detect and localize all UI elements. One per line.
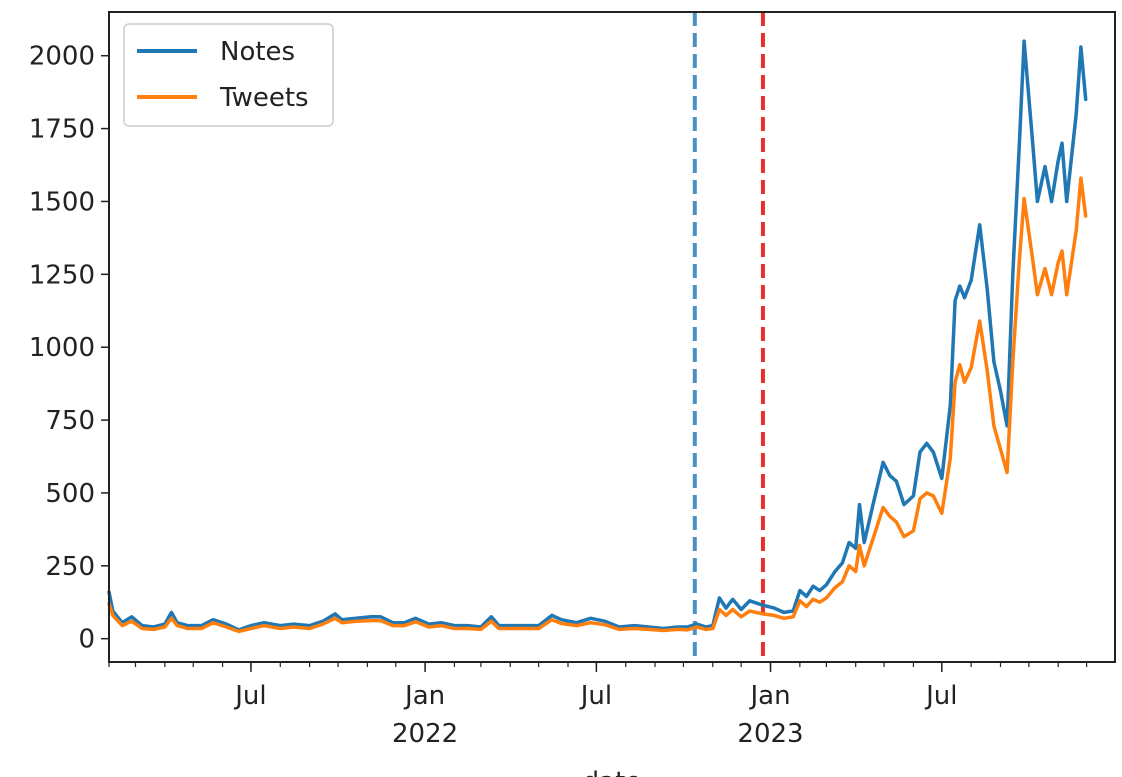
x-tick-label: Jan	[748, 681, 790, 711]
x-tick-label: Jul	[579, 681, 612, 711]
y-tick-label: 250	[45, 552, 95, 582]
y-tick-label: 1750	[29, 115, 95, 145]
y-tick-label: 1500	[29, 187, 95, 217]
x-tick-year-label: 2023	[737, 719, 803, 749]
x-tick-label: Jul	[233, 681, 266, 711]
legend-label-notes: Notes	[220, 37, 295, 67]
series-line-notes	[107, 39, 1088, 632]
x-axis: Jul Jan 2022 Jul Jan 2023 Jul	[108, 662, 1088, 749]
legend: Notes Tweets	[123, 23, 334, 127]
y-tick-label: 1000	[29, 333, 95, 363]
x-tick-label: Jul	[924, 681, 957, 711]
y-tick-label: 1250	[29, 260, 95, 290]
y-axis: 0 250 500 750 1000 1250 1500 1750 2000	[29, 42, 109, 655]
x-axis-title: date	[583, 767, 642, 777]
x-tick-year-label: 2022	[392, 719, 458, 749]
y-tick-label: 500	[45, 479, 95, 509]
y-tick-label: 750	[45, 406, 95, 436]
y-tick-label: 0	[78, 625, 95, 655]
y-tick-label: 2000	[29, 42, 95, 72]
vertical-marker-lines	[692, 12, 765, 662]
plot-frame	[108, 11, 1116, 663]
series-line-tweets	[107, 176, 1088, 634]
x-tick-label: Jan	[403, 681, 445, 711]
legend-label-tweets: Tweets	[219, 83, 309, 113]
series-layer	[107, 39, 1088, 634]
